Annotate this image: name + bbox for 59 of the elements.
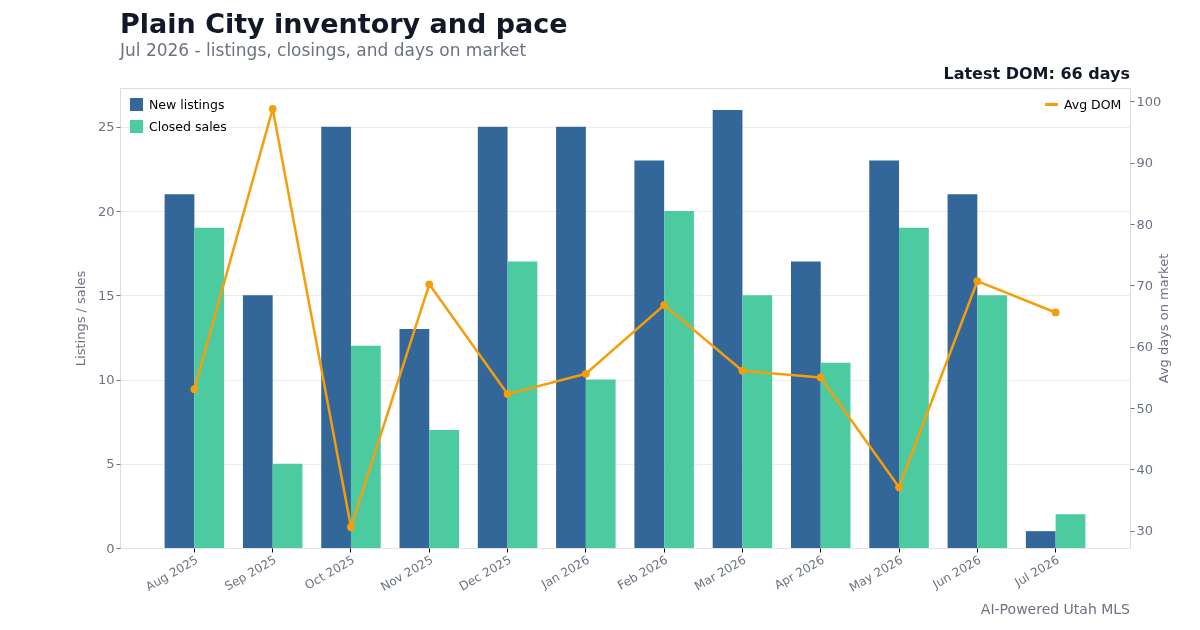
- legend-label: Closed sales: [149, 118, 227, 134]
- bar: [742, 295, 773, 548]
- chart-subtitle: Jul 2026 - listings, closings, and days on market: [119, 40, 527, 60]
- bar: [242, 295, 273, 548]
- point: [660, 301, 669, 309]
- bar: [947, 194, 978, 548]
- bar: [869, 160, 900, 548]
- bar: [712, 109, 743, 548]
- bar: [194, 227, 225, 548]
- y-tick-label: 25: [97, 119, 115, 135]
- text: Latest DOM: 66 days: [943, 64, 1130, 83]
- bar: [899, 227, 929, 548]
- y2-tick-label: 80: [1136, 216, 1154, 232]
- bar: [820, 362, 851, 548]
- y2-axis-title: Avg days on market: [1156, 253, 1172, 384]
- point: [190, 385, 199, 394]
- point: [816, 373, 825, 382]
- point: [1051, 308, 1060, 317]
- chart-title: Plain City inventory and pace: [120, 8, 568, 39]
- bar: [399, 328, 430, 548]
- bar: [429, 430, 460, 548]
- bar: [321, 126, 351, 548]
- point: [503, 390, 512, 398]
- bar: [664, 211, 694, 548]
- y-tick-label: 10: [97, 372, 115, 387]
- point: [895, 483, 903, 492]
- y-tick-label: 15: [97, 287, 115, 303]
- bar: [164, 194, 195, 548]
- y-tick-label: 0: [106, 540, 115, 556]
- y2-tick-label: 100: [1136, 93, 1162, 109]
- bar: [350, 345, 381, 548]
- legend-label: New listings: [149, 96, 225, 112]
- bar: [272, 463, 303, 548]
- y2-tick-label: 70: [1136, 277, 1154, 293]
- bar: [507, 261, 538, 548]
- point: [973, 277, 982, 286]
- bar: [1055, 514, 1086, 548]
- y2-tick-label: 90: [1136, 155, 1154, 171]
- bar: [477, 126, 508, 548]
- y-axis-title: Listings / sales: [72, 270, 88, 367]
- point: [268, 104, 277, 113]
- point: [581, 369, 590, 378]
- point: [425, 280, 434, 289]
- y2-tick-label: 40: [1136, 461, 1154, 477]
- point: [738, 366, 747, 375]
- bar: [634, 160, 665, 548]
- bar: [790, 261, 821, 548]
- y-tick-label: 5: [106, 456, 115, 472]
- bar: [585, 379, 616, 548]
- y2-tick-label: 30: [1136, 523, 1154, 539]
- point: [347, 523, 355, 532]
- legend-label: Avg DOM: [1064, 96, 1122, 112]
- text: AI-Powered Utah MLS: [980, 601, 1131, 617]
- bar: [977, 295, 1008, 548]
- bar: [1025, 531, 1056, 548]
- y2-tick-label: 60: [1136, 339, 1154, 355]
- bar: [556, 126, 586, 548]
- y2-tick-label: 50: [1136, 400, 1154, 416]
- y-tick-label: 20: [97, 203, 115, 219]
